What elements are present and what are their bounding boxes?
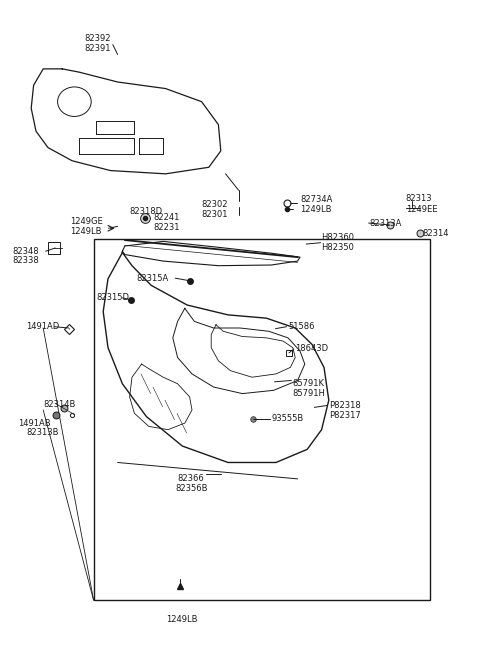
Text: 82241: 82241	[154, 213, 180, 222]
Text: P82318: P82318	[329, 401, 360, 410]
Text: 82315D: 82315D	[96, 293, 129, 302]
Bar	[94, 239, 430, 600]
Text: 93555B: 93555B	[271, 414, 303, 423]
Text: 82348: 82348	[12, 247, 38, 256]
Text: 82391: 82391	[84, 44, 110, 53]
Text: 82315A: 82315A	[137, 274, 169, 283]
Text: 82313: 82313	[406, 194, 432, 203]
Text: 1249LB: 1249LB	[70, 227, 101, 236]
Text: 82301: 82301	[202, 210, 228, 219]
Text: 82338: 82338	[12, 256, 39, 265]
Text: 82314B: 82314B	[43, 400, 75, 409]
Text: 82313B: 82313B	[26, 428, 59, 438]
Text: 82314: 82314	[422, 229, 449, 238]
Text: 1491AB: 1491AB	[18, 419, 51, 428]
Text: 82366: 82366	[178, 474, 204, 483]
Text: 85791K: 85791K	[293, 379, 325, 388]
Text: 1249LB: 1249LB	[166, 615, 197, 625]
Text: 82318D: 82318D	[130, 207, 163, 216]
Text: 82231: 82231	[154, 223, 180, 232]
Text: 82392: 82392	[84, 33, 110, 43]
Text: 1249GE: 1249GE	[70, 217, 102, 226]
Text: 18643D: 18643D	[295, 344, 328, 354]
Text: H82350: H82350	[322, 243, 354, 252]
Text: 1249EE: 1249EE	[406, 205, 437, 215]
Text: 82313A: 82313A	[370, 218, 402, 228]
Text: 82356B: 82356B	[175, 484, 208, 493]
Text: 82734A: 82734A	[300, 195, 332, 204]
Text: 1491AD: 1491AD	[26, 322, 60, 331]
Text: 1249LB: 1249LB	[300, 205, 332, 214]
Text: 85791H: 85791H	[293, 389, 325, 398]
Text: P82317: P82317	[329, 411, 360, 420]
Text: 82302: 82302	[202, 200, 228, 209]
Text: H82360: H82360	[322, 233, 355, 242]
Text: 51586: 51586	[288, 322, 314, 331]
